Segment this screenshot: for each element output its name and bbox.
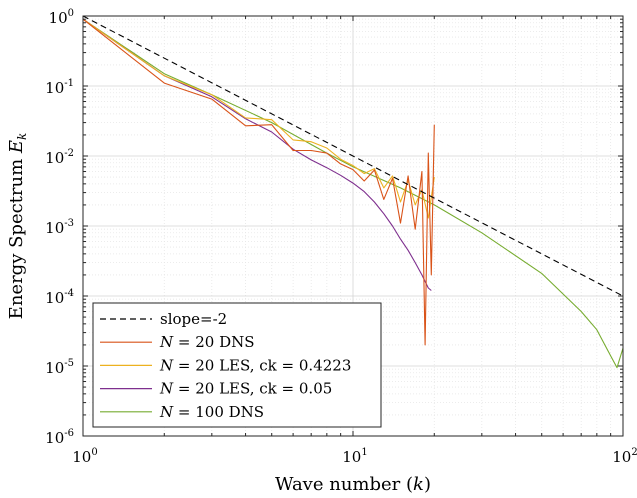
y-tick-label: 10-5 [45,358,74,377]
y-tick-label: 10-6 [45,428,74,447]
y-tick-label: 10-4 [45,288,74,307]
legend-label: slope=-2 [160,310,227,328]
x-tick-label: 101 [342,447,367,466]
series-line-2 [82,18,435,219]
series-line-1 [82,18,435,346]
y-tick-label: 10-3 [45,218,74,237]
ticks: 100 101 102 10-6 10-5 10-4 10-3 10-2 10-1 100 [45,8,637,466]
legend-label: N = 20 LES, ck = 0.05 [159,380,332,398]
legend-label: N = 20 DNS [159,333,255,351]
x-tick-label: 102 [612,447,637,466]
series-line-3 [82,18,432,291]
legend: slope=-2 N = 20 DNS N = 20 LES, ck = 0.422… [92,302,382,428]
y-tick-label: 10-2 [45,148,74,167]
y-axis-label: Energy Spectrum Ek [6,133,29,320]
legend-label: N = 20 LES, ck = 0.4223 [159,356,351,374]
y-tick-label: 100 [49,8,74,27]
x-tick-label: 100 [72,447,97,466]
series-group [82,15,624,369]
y-tick-label: 10-1 [45,78,74,97]
x-axis-label: Wave number (k) [275,474,431,495]
legend-label: N = 100 DNS [159,403,264,421]
series-line-0 [82,15,624,297]
series-line-4 [82,18,624,369]
